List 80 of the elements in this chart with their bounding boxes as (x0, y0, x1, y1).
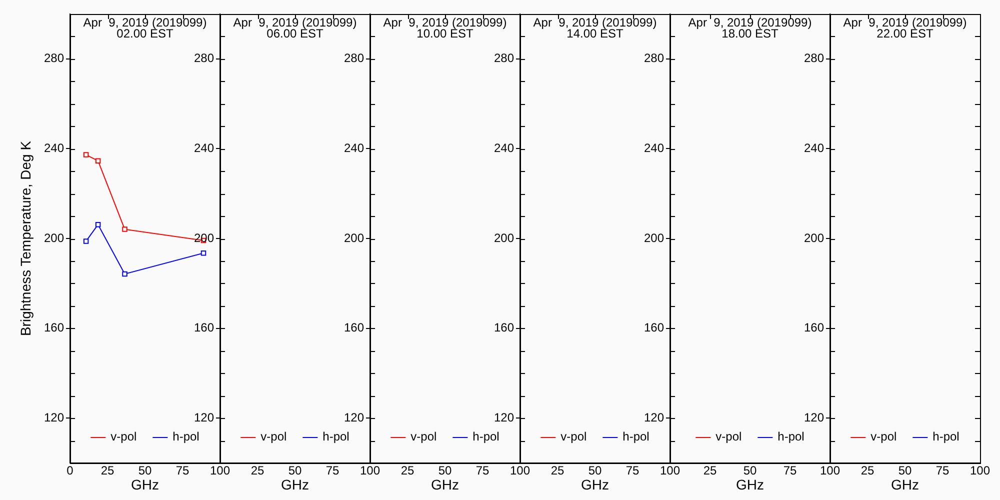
y-tick-label: 160 (44, 320, 64, 335)
point (83, 152, 89, 158)
x-tick-label: 75 (476, 464, 490, 478)
x-tick-label: 50 (898, 464, 912, 478)
legend-label: h-pol (932, 429, 960, 444)
y-tick-label: 200 (344, 230, 364, 245)
y-axis-title: Brightness Temperature, Deg K (17, 140, 34, 336)
y-tick-label: 280 (494, 51, 514, 66)
legend-label: h-pol (322, 429, 350, 444)
y-tick-label: 280 (644, 51, 664, 66)
y-tick-label: 280 (804, 51, 824, 66)
x-tick-label: 25 (250, 464, 264, 478)
y-tick-label: 120 (44, 410, 64, 424)
y-tick-label: 120 (494, 410, 514, 424)
y-tick-label: 280 (44, 51, 64, 66)
x-tick-label: 100 (820, 464, 840, 478)
x-tick-label: 100 (660, 464, 680, 478)
x-tick-label: 75 (326, 464, 340, 478)
x-tick-label: 100 (210, 464, 230, 478)
x-tick-label: 0 (66, 464, 74, 478)
legend-label: v-pol (410, 429, 437, 444)
y-tick-label: 240 (804, 141, 824, 156)
x-tick-label: 50 (438, 464, 452, 478)
y-tick-label: 280 (194, 51, 214, 66)
y-tick-label: 120 (194, 410, 214, 424)
y-tick-label: 160 (644, 320, 664, 335)
point (200, 250, 206, 256)
y-tick-label: 120 (344, 410, 364, 424)
y-tick-label: 160 (194, 320, 214, 335)
y-tick-label: 160 (804, 320, 824, 335)
x-tick-label: 25 (703, 464, 717, 478)
x-tick-label: 75 (176, 464, 190, 478)
point (95, 222, 101, 228)
legend-label: v-pol (110, 429, 137, 444)
y-tick-label: 200 (804, 230, 824, 245)
x-tick-label: 50 (743, 464, 757, 478)
x-tick-label: 50 (588, 464, 602, 478)
x-tick-label: 100 (360, 464, 380, 478)
y-tick-label: 120 (644, 410, 664, 424)
x-tick-label: 25 (860, 464, 874, 478)
x-axis-title: GHz (431, 476, 459, 492)
point (95, 158, 101, 164)
x-axis-title: GHz (891, 476, 919, 492)
x-tick-label: 100 (970, 464, 990, 478)
legend-label: h-pol (172, 429, 200, 444)
y-tick-label: 240 (44, 141, 64, 156)
x-axis-title: GHz (281, 476, 309, 492)
y-tick-label: 240 (644, 141, 664, 156)
x-tick-label: 100 (510, 464, 530, 478)
legend-label: h-pol (622, 429, 650, 444)
legend-label: v-pol (870, 429, 897, 444)
y-tick-label: 280 (344, 51, 364, 66)
x-tick-label: 75 (626, 464, 640, 478)
x-tick-label: 25 (100, 464, 114, 478)
x-tick-label: 25 (400, 464, 414, 478)
legend-label: h-pol (778, 429, 804, 444)
y-tick-label: 120 (804, 410, 824, 424)
x-tick-label: 25 (550, 464, 564, 478)
x-tick-label: 50 (288, 464, 302, 478)
legend-label: v-pol (560, 429, 587, 444)
point (83, 238, 89, 244)
x-axis-title: GHz (581, 476, 609, 492)
y-tick-label: 160 (494, 320, 514, 335)
x-tick-label: 50 (138, 464, 152, 478)
point (122, 271, 128, 277)
y-tick-label: 200 (644, 230, 664, 245)
y-tick-label: 240 (494, 141, 514, 156)
x-axis-title: GHz (736, 476, 764, 492)
x-tick-label: 75 (783, 464, 797, 478)
x-tick-label: 75 (936, 464, 950, 478)
legend-label: v-pol (260, 429, 287, 444)
y-tick-label: 240 (194, 141, 214, 156)
legend-label: h-pol (472, 429, 500, 444)
y-tick-label: 200 (44, 230, 64, 245)
x-axis-title: GHz (131, 476, 159, 492)
y-tick-label: 240 (344, 141, 364, 156)
point (122, 226, 128, 232)
y-tick-label: 200 (494, 230, 514, 245)
y-tick-label: 160 (344, 320, 364, 335)
legend-label: v-pol (716, 429, 742, 444)
